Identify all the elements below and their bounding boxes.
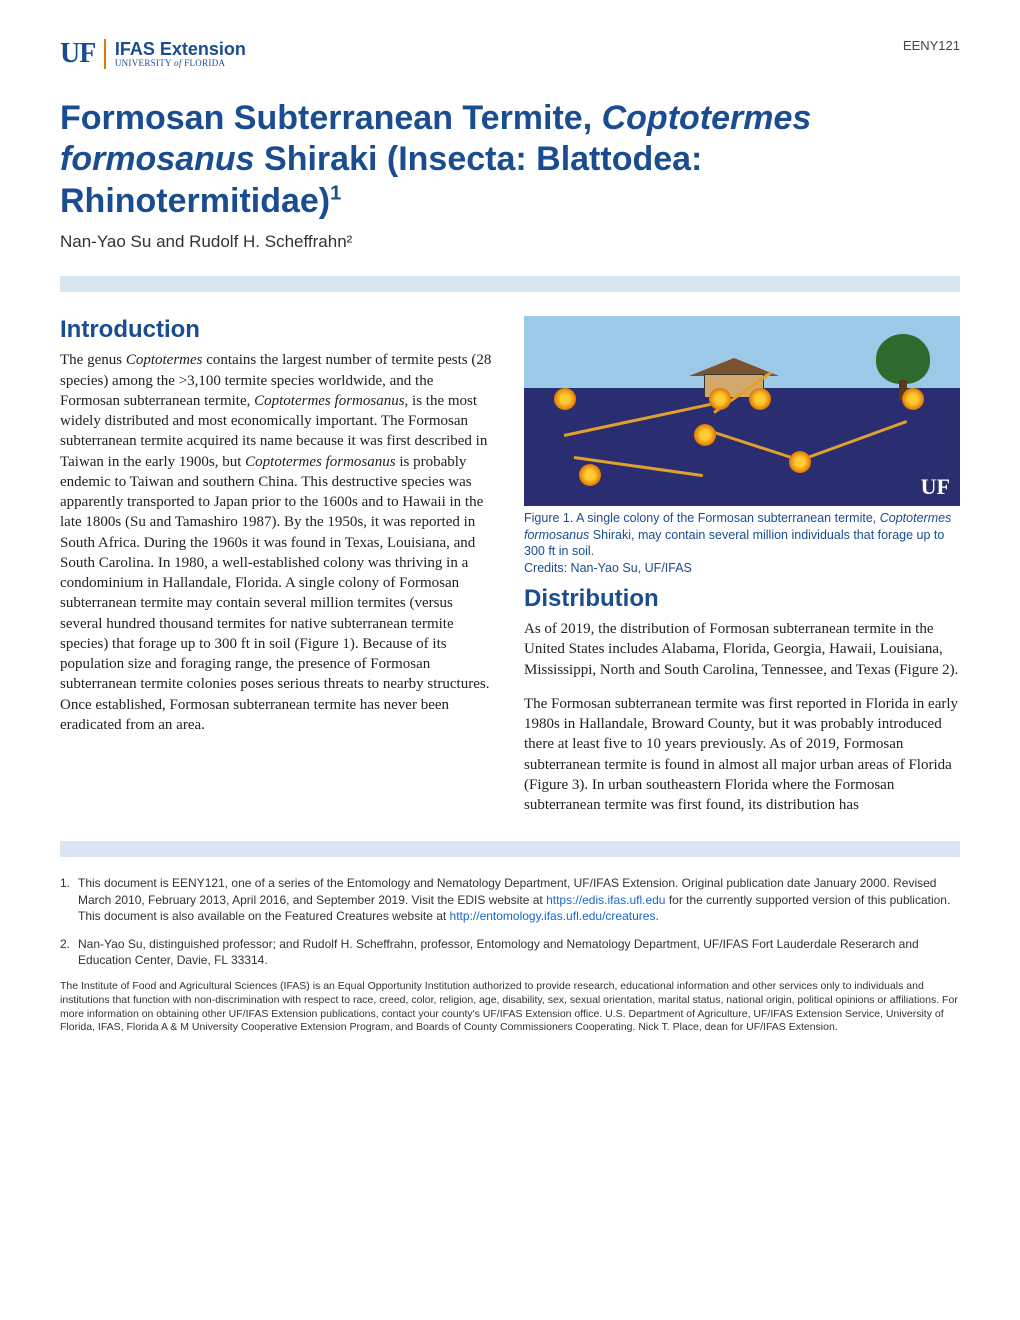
figure-1: UF Figure 1. A single colony of the Form… xyxy=(524,316,960,575)
university-label: UNIVERSITY of FLORIDA xyxy=(115,59,246,68)
introduction-paragraph: The genus Coptotermes contains the large… xyxy=(60,350,496,735)
creatures-link[interactable]: http://entomology.ifas.ufl.edu/creatures xyxy=(450,909,656,923)
main-columns: Introduction The genus Coptotermes conta… xyxy=(60,316,960,815)
legal-disclaimer: The Institute of Food and Agricultural S… xyxy=(60,980,960,1035)
title-line3: Rhinotermitidae)1 xyxy=(60,182,341,220)
title-line2: formosanus Shiraki (Insecta: Blattodea: xyxy=(60,140,702,178)
uf-watermark: UF xyxy=(921,474,950,500)
logo-separator xyxy=(104,39,106,69)
footnote-1-text: This document is EENY121, one of a serie… xyxy=(78,875,960,924)
logo-text: IFAS Extension UNIVERSITY of FLORIDA xyxy=(115,40,246,68)
right-column: UF Figure 1. A single colony of the Form… xyxy=(524,316,960,815)
footnote-2: 2. Nan-Yao Su, distinguished professor; … xyxy=(60,936,960,968)
title-line1: Formosan Subterranean Termite, Coptoterm… xyxy=(60,99,811,137)
tree-icon xyxy=(876,334,930,400)
separator-bar-bottom xyxy=(60,841,960,857)
uf-wordmark: UF xyxy=(60,38,95,70)
ground-region xyxy=(524,388,960,506)
edis-link[interactable]: https://edis.ifas.ufl.edu xyxy=(546,893,665,907)
authors: Nan-Yao Su and Rudolf H. Scheffrahn² xyxy=(60,232,960,252)
distribution-heading: Distribution xyxy=(524,585,960,613)
figure-1-caption: Figure 1. A single colony of the Formosa… xyxy=(524,510,960,559)
distribution-paragraph-2: The Formosan subterranean termite was fi… xyxy=(524,694,960,816)
separator-bar-top xyxy=(60,276,960,292)
ifas-extension-label: IFAS Extension xyxy=(115,40,246,58)
footnote-number: 2. xyxy=(60,936,70,968)
figure-1-credits: Credits: Nan-Yao Su, UF/IFAS xyxy=(524,561,960,575)
left-column: Introduction The genus Coptotermes conta… xyxy=(60,316,496,815)
figure-1-image: UF xyxy=(524,316,960,506)
uf-ifas-logo: UF IFAS Extension UNIVERSITY of FLORIDA xyxy=(60,38,246,70)
distribution-paragraph-1: As of 2019, the distribution of Formosan… xyxy=(524,619,960,680)
footnote-2-text: Nan-Yao Su, distinguished professor; and… xyxy=(78,936,960,968)
footnote-1: 1. This document is EENY121, one of a se… xyxy=(60,875,960,924)
page-header: UF IFAS Extension UNIVERSITY of FLORIDA … xyxy=(60,38,960,70)
document-title: Formosan Subterranean Termite, Coptoterm… xyxy=(60,98,960,222)
footnote-number: 1. xyxy=(60,875,70,924)
document-id: EENY121 xyxy=(903,38,960,53)
introduction-heading: Introduction xyxy=(60,316,496,344)
footnotes: 1. This document is EENY121, one of a se… xyxy=(60,875,960,968)
